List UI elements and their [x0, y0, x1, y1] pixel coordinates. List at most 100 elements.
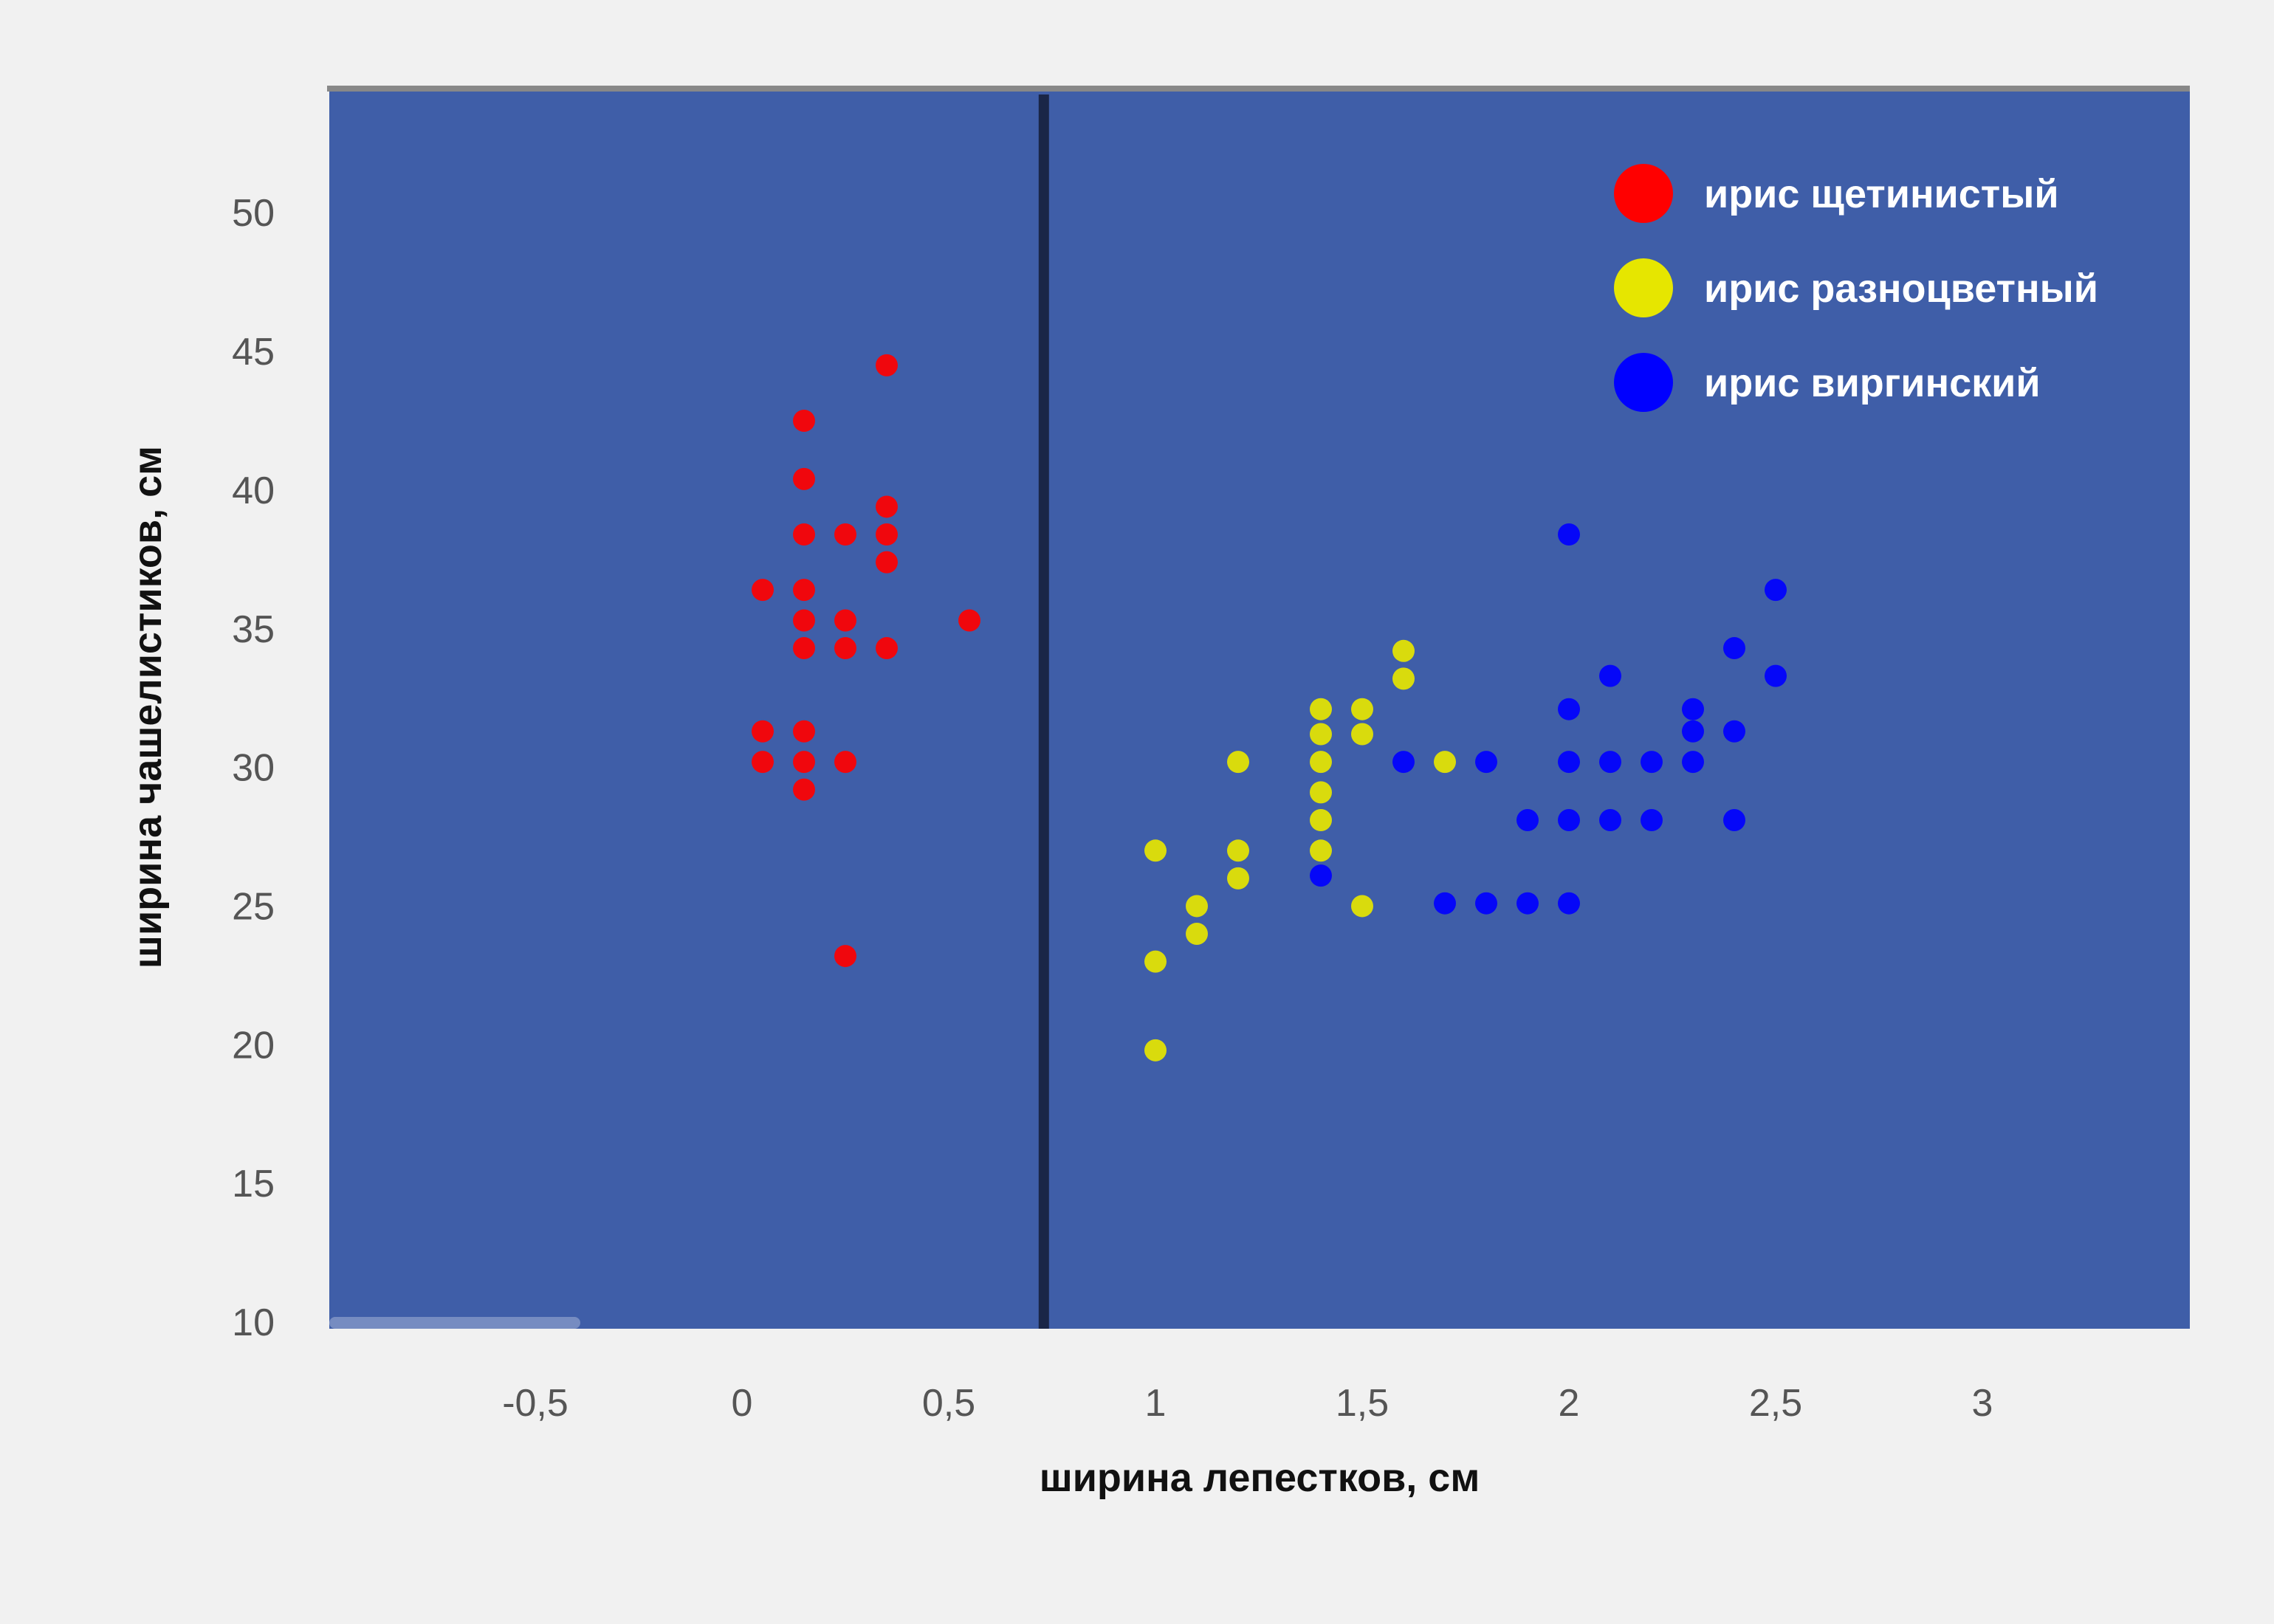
x-tick-label: 2	[1559, 1382, 1580, 1425]
data-point-series-1-11	[1144, 839, 1167, 862]
data-point-series-2-14	[1682, 751, 1704, 774]
data-point-series-2-23	[1516, 892, 1539, 915]
data-point-series-0-11	[834, 609, 856, 632]
data-point-series-1-8	[1434, 751, 1456, 774]
data-point-series-0-5	[834, 523, 856, 546]
legend: ирис щетинистый ирис разноцветный ирис вир…	[1614, 164, 2098, 412]
y-tick-label: 35	[232, 608, 275, 651]
data-point-series-0-2	[793, 467, 815, 490]
y-tick-label: 50	[232, 192, 275, 235]
data-point-series-1-6	[1227, 751, 1249, 774]
data-point-series-0-17	[793, 720, 815, 743]
data-point-series-0-15	[876, 637, 898, 660]
data-point-series-0-1	[793, 409, 815, 432]
y-axis-label: ширина чашелистиков, см	[126, 446, 170, 968]
data-point-series-1-5	[1351, 723, 1373, 746]
data-point-series-2-13	[1641, 751, 1663, 774]
data-point-series-1-18	[1144, 950, 1167, 973]
data-point-series-1-2	[1310, 698, 1332, 720]
data-point-series-0-0	[876, 354, 898, 376]
y-tick-label: 20	[232, 1024, 275, 1067]
data-point-series-0-8	[752, 579, 774, 602]
data-point-series-0-7	[876, 551, 898, 574]
data-point-series-2-17	[1599, 808, 1621, 831]
data-point-series-2-7	[1682, 720, 1704, 743]
data-point-series-0-12	[958, 609, 980, 632]
data-point-series-1-15	[1186, 895, 1208, 918]
x-tick-label: 0,5	[922, 1382, 975, 1425]
data-point-series-1-3	[1351, 698, 1373, 720]
data-point-series-1-16	[1351, 895, 1373, 918]
data-point-series-2-0	[1558, 523, 1580, 546]
data-point-series-1-4	[1310, 723, 1332, 746]
data-point-series-1-19	[1144, 1039, 1167, 1062]
data-point-series-2-22	[1475, 892, 1497, 915]
data-point-series-1-14	[1227, 867, 1249, 890]
data-point-series-0-14	[834, 637, 856, 660]
x-tick-label: 2,5	[1749, 1382, 1802, 1425]
data-point-series-2-21	[1434, 892, 1456, 915]
data-points	[752, 354, 1787, 1062]
data-point-series-2-24	[1558, 892, 1580, 915]
y-tick-label: 30	[232, 747, 275, 790]
legend-label: ирис разноцветный	[1704, 266, 2098, 311]
legend-label: ирис виргинский	[1704, 361, 2041, 405]
data-point-series-0-10	[793, 609, 815, 632]
y-tick-label: 10	[232, 1301, 275, 1344]
legend-marker	[1614, 258, 1673, 317]
data-point-series-0-16	[752, 720, 774, 743]
data-point-series-0-6	[876, 523, 898, 546]
data-point-series-2-3	[1599, 664, 1621, 687]
data-point-series-2-19	[1723, 808, 1745, 831]
data-point-series-0-21	[793, 778, 815, 801]
x-tick-label: -0,5	[502, 1382, 568, 1425]
data-point-series-2-12	[1599, 751, 1621, 774]
y-tick-label: 45	[232, 331, 275, 374]
data-point-series-1-17	[1186, 923, 1208, 946]
y-tick-label: 15	[232, 1163, 275, 1205]
data-point-series-2-5	[1558, 698, 1580, 720]
plot-corner-artifact	[329, 1317, 580, 1329]
data-point-series-0-3	[876, 495, 898, 518]
y-tick-label: 40	[232, 469, 275, 512]
data-point-series-0-18	[752, 751, 774, 774]
data-point-series-2-15	[1516, 808, 1539, 831]
data-point-series-0-13	[793, 637, 815, 660]
data-point-series-2-1	[1765, 579, 1787, 602]
data-point-series-2-20	[1310, 864, 1332, 887]
data-point-series-0-4	[793, 523, 815, 546]
data-point-series-2-11	[1558, 751, 1580, 774]
x-axis-label: ширина лепестков, см	[1040, 1456, 1480, 1500]
decision-boundary-line	[1038, 94, 1049, 1329]
legend-marker	[1614, 353, 1673, 412]
data-point-series-0-19	[793, 751, 815, 774]
data-point-series-1-12	[1227, 839, 1249, 862]
x-tick-label: 1,5	[1336, 1382, 1389, 1425]
legend-marker	[1614, 164, 1673, 223]
legend-label: ирис щетинистый	[1704, 172, 2059, 216]
data-point-series-0-22	[834, 945, 856, 968]
plot-background	[329, 92, 2190, 1329]
data-point-series-2-10	[1475, 751, 1497, 774]
x-tick-label: 3	[1972, 1382, 1993, 1425]
y-tick-label: 25	[232, 885, 275, 928]
data-point-series-1-1	[1392, 667, 1415, 690]
data-point-series-1-9	[1310, 781, 1332, 804]
plot-top-border	[327, 86, 2190, 92]
decision-boundary	[1038, 94, 1049, 1329]
y-axis-ticks: 10 15 20 25 30 35 40 45 50	[232, 192, 275, 1344]
data-point-series-1-0	[1392, 639, 1415, 662]
data-point-series-0-9	[793, 579, 815, 602]
data-point-series-2-18	[1641, 808, 1663, 831]
x-tick-label: 0	[732, 1382, 753, 1425]
data-point-series-0-20	[834, 751, 856, 774]
data-point-series-1-10	[1310, 808, 1332, 831]
data-point-series-2-4	[1765, 664, 1787, 687]
x-tick-label: 1	[1145, 1382, 1167, 1425]
data-point-series-2-9	[1392, 751, 1415, 774]
data-point-series-1-13	[1310, 839, 1332, 862]
data-point-series-2-2	[1723, 637, 1745, 660]
data-point-series-2-6	[1682, 698, 1704, 720]
data-point-series-1-7	[1310, 751, 1332, 774]
